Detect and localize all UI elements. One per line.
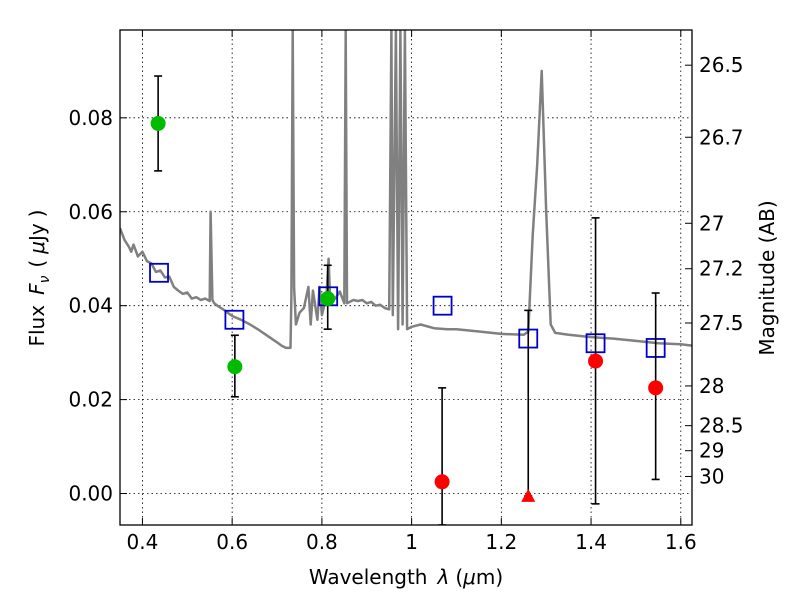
y-tick-label: 0.04 <box>68 294 113 318</box>
y-tick-label: 0.00 <box>68 482 113 506</box>
ticks: 0.4 0.6 0.8 1 1.2 1.4 1.6 0.00 0.02 0.04 0.06 0.08 2… <box>68 30 744 554</box>
x-tick-label: 1.2 <box>485 530 517 554</box>
y2-tick-label: 29 <box>699 439 724 463</box>
x-tick-label: 1.6 <box>665 530 697 554</box>
x-tick-label: 1.4 <box>575 530 607 554</box>
y2-tick-label: 28.5 <box>699 414 744 438</box>
model-square-point <box>432 295 453 316</box>
y2-tick-label: 27.5 <box>699 311 744 335</box>
x-axis-label: Wavelength λ (μm) <box>309 565 503 589</box>
x-tick-label: 0.8 <box>306 530 338 554</box>
photometry-point <box>150 115 166 131</box>
plot-area <box>120 30 692 525</box>
x-tick-label: 1 <box>405 530 418 554</box>
x-tick-label: 0.4 <box>127 530 159 554</box>
x-tick-label: 0.6 <box>216 530 248 554</box>
y2-tick-label: 28 <box>699 374 724 398</box>
y2-tick-label: 26.5 <box>699 53 744 77</box>
y-tick-label: 0.02 <box>68 388 113 412</box>
y2-tick-label: 27.2 <box>699 257 744 281</box>
model-square-point <box>149 262 169 283</box>
photometry-point <box>227 359 243 375</box>
y-axis-label: FluxFν(μJy) <box>25 209 53 346</box>
photometry-point <box>320 291 336 307</box>
plot-frame <box>119 29 693 526</box>
y2-tick-label: 30 <box>699 464 724 488</box>
y-tick-label: 0.08 <box>68 106 113 130</box>
spectrum-line <box>120 30 692 350</box>
photometry-point <box>434 474 450 490</box>
model-square-point <box>224 309 245 330</box>
photometry-point <box>588 353 604 369</box>
upper-limit-triangle-point <box>521 488 536 502</box>
y2-tick-label: 26.7 <box>699 125 744 149</box>
y-tick-label: 0.06 <box>68 200 113 224</box>
photometry-point <box>648 380 664 396</box>
y2-axis-label: Magnitude (AB) <box>755 200 779 355</box>
y2-tick-label: 27 <box>699 211 724 235</box>
